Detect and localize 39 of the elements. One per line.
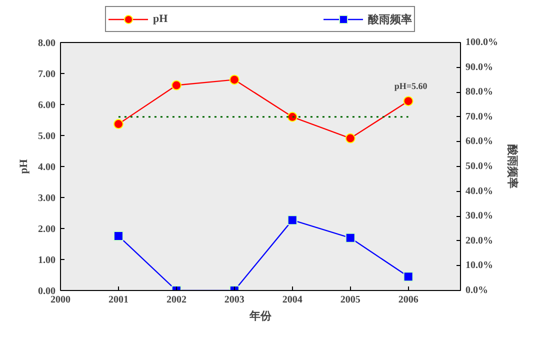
x-tick-label: 2005 <box>340 294 360 306</box>
y2-tick-label: 70.0% <box>466 111 493 122</box>
y2-tick-label: 50.0% <box>466 161 493 172</box>
y-tick-label: 0.00 <box>38 286 56 297</box>
y2-tick-label: 30.0% <box>466 210 493 222</box>
y-axis-title: pH <box>18 158 30 174</box>
y-tick-label: 4.00 <box>38 162 56 173</box>
y2-tick-label: 10.0% <box>466 260 493 272</box>
x-tick-label: 2002 <box>166 294 186 306</box>
point <box>171 80 182 90</box>
y2-tick-label: 0.0% <box>466 285 488 296</box>
x-tick-label: 2003 <box>224 294 244 306</box>
y-tick-label: 2.00 <box>38 224 56 235</box>
x-tick-label: 2006 <box>398 294 418 306</box>
y-tick-label: 5.00 <box>38 131 56 142</box>
ref-line-label: pH=5.60 <box>394 80 428 91</box>
legend-label: pH <box>153 13 169 25</box>
x-tick-label: 2001 <box>108 294 128 306</box>
y-tick-label: 1.00 <box>38 255 56 266</box>
x-axis-title: 年份 <box>248 310 272 322</box>
y-tick-label: 7.00 <box>38 69 56 80</box>
point <box>113 119 124 130</box>
y2-tick-label: 20.0% <box>466 235 493 246</box>
y-tick-label: 8.00 <box>38 38 56 49</box>
point <box>345 133 356 144</box>
x-tick-label: 2004 <box>282 294 302 306</box>
point <box>287 112 298 122</box>
x-tick-label: 2000 <box>50 294 70 306</box>
point <box>403 96 414 106</box>
y-tick-label: 6.00 <box>38 100 56 111</box>
legend-label: 酸雨频率 <box>368 12 412 26</box>
y2-tick-label: 60.0% <box>466 136 493 148</box>
y2-tick-label: 80.0% <box>466 86 493 98</box>
point <box>229 74 240 85</box>
y2-axis-title: 酸雨频率 <box>506 144 519 188</box>
y2-tick-label: 40.0% <box>466 186 493 197</box>
y2-tick-label: 90.0% <box>466 62 493 73</box>
y-tick-label: 3.00 <box>38 193 56 204</box>
y2-tick-label: 100.0% <box>466 37 498 48</box>
